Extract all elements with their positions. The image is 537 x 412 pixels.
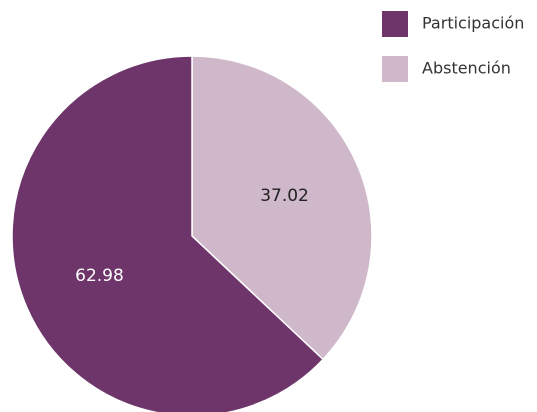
pie-slice-labels: 37.02 62.98: [75, 186, 309, 286]
pie-slice-abstencion: [191, 55, 373, 361]
slice-value-label: 37.02: [260, 186, 309, 206]
slice-value-label: 62.98: [75, 266, 124, 286]
legend-swatch: [382, 11, 408, 37]
pie-slice-participacion: [11, 55, 324, 412]
legend-label: Participación: [422, 14, 524, 33]
legend: Participación Abstención: [382, 11, 524, 82]
legend-label: Abstención: [422, 59, 511, 78]
pie-slices: [11, 55, 373, 412]
legend-swatch: [382, 56, 408, 82]
